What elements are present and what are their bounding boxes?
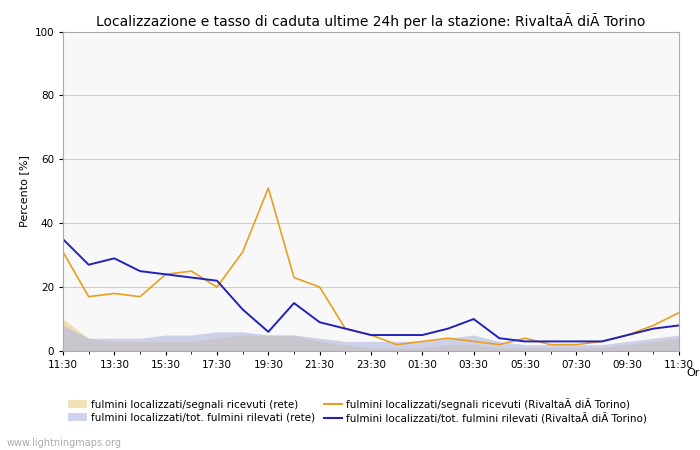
Title: Localizzazione e tasso di caduta ultime 24h per la stazione: RivaltaÃ diÃ Torino: Localizzazione e tasso di caduta ultime … bbox=[97, 13, 645, 29]
Text: www.lightningmaps.org: www.lightningmaps.org bbox=[7, 438, 122, 448]
Legend: fulmini localizzati/segnali ricevuti (rete), fulmini localizzati/tot. fulmini ri: fulmini localizzati/segnali ricevuti (re… bbox=[68, 398, 648, 424]
Y-axis label: Percento [%]: Percento [%] bbox=[19, 155, 29, 227]
Text: Orario: Orario bbox=[686, 368, 700, 378]
